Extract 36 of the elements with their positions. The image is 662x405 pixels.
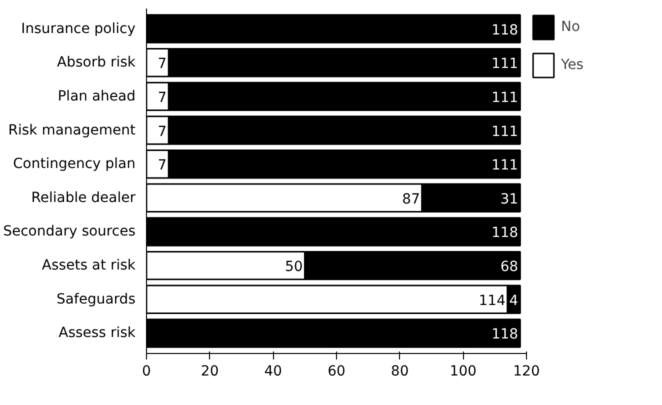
data-label: 111 bbox=[491, 124, 518, 140]
y-tick-label: Reliable dealer bbox=[31, 190, 136, 206]
data-label: 4 bbox=[509, 292, 518, 309]
x-tick-label: 120 bbox=[513, 364, 540, 380]
data-label: 111 bbox=[491, 90, 518, 106]
legend-label: No bbox=[561, 19, 582, 35]
data-label: 118 bbox=[491, 326, 518, 343]
x-tick-label: 40 bbox=[264, 364, 282, 380]
data-label: 7 bbox=[158, 90, 167, 106]
data-label: 50 bbox=[285, 259, 303, 276]
y-tick-label: Absorb risk bbox=[57, 54, 136, 71]
y-tick-label: Insurance policy bbox=[21, 20, 136, 37]
data-label: 31 bbox=[500, 191, 518, 208]
x-tick-label: 100 bbox=[450, 364, 477, 380]
data-label: 111 bbox=[491, 56, 518, 72]
data-label: 118 bbox=[491, 22, 518, 38]
data-label: 7 bbox=[158, 124, 167, 140]
y-tick-label: Risk management bbox=[8, 122, 136, 138]
y-tick-label: Safeguards bbox=[56, 291, 136, 308]
data-label: 111 bbox=[491, 158, 518, 174]
y-tick-label: Secondary sources bbox=[3, 224, 136, 240]
data-label: 68 bbox=[500, 259, 518, 276]
y-tick-label: Plan ahead bbox=[58, 88, 136, 104]
data-label: 118 bbox=[491, 225, 518, 242]
legend-label: Yes bbox=[561, 57, 585, 73]
x-tick-label: 60 bbox=[328, 364, 346, 380]
y-tick-label: Contingency plan bbox=[13, 156, 136, 172]
data-label: 7 bbox=[158, 158, 167, 174]
x-tick-label: 20 bbox=[200, 364, 219, 380]
y-tick-label: Assess risk bbox=[58, 325, 136, 342]
data-label: 114 bbox=[478, 292, 506, 309]
data-label: 7 bbox=[158, 56, 167, 72]
data-label: 87 bbox=[402, 191, 420, 208]
x-tick-label: 80 bbox=[390, 364, 409, 380]
x-tick-label: 0 bbox=[142, 364, 151, 380]
y-tick-label: Assets at risk bbox=[42, 258, 136, 274]
